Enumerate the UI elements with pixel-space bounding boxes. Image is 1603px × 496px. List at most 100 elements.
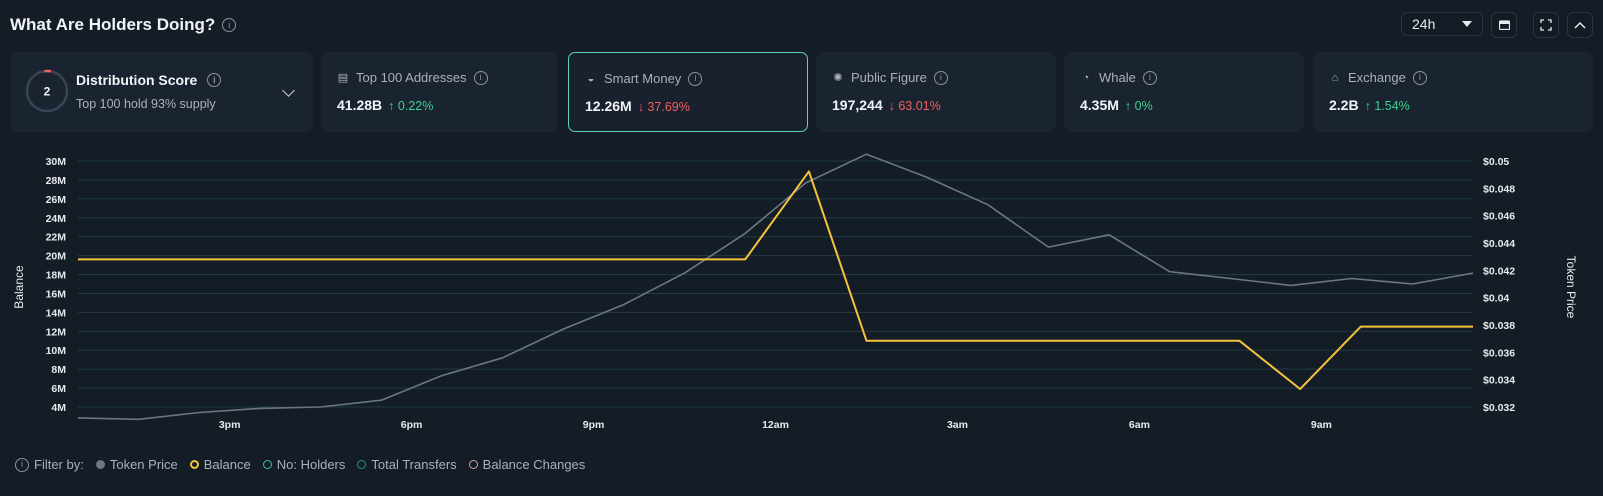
x-axis-ticks: 3pm 6pm 9pm 12am 3am 6am 9am xyxy=(219,419,1332,431)
distribution-title-text: Distribution Score xyxy=(76,72,198,88)
left-tick-label: 24M xyxy=(46,213,67,225)
info-icon[interactable]: i xyxy=(1412,70,1427,85)
change-down: ↓ 37.69% xyxy=(637,100,690,114)
card-exchange[interactable]: ⌂ Exchange i 2.2B ↑ 1.54% xyxy=(1313,52,1593,132)
wallet-icon: ▤ xyxy=(337,71,349,84)
legend-label: Balance xyxy=(203,457,251,472)
card-label: Smart Money xyxy=(604,71,682,86)
series-line-balance[interactable] xyxy=(78,170,1473,390)
legend-item-balance-changes[interactable]: Balance Changes xyxy=(468,457,586,472)
info-icon[interactable]: i xyxy=(222,18,237,32)
distribution-score-value: 2 xyxy=(44,85,51,99)
legend-item-total-transfers[interactable]: Total Transfers xyxy=(357,457,457,472)
smart-money-icon: ◒ xyxy=(587,72,595,85)
info-icon[interactable]: i xyxy=(933,70,948,85)
chevron-down-icon[interactable] xyxy=(282,84,295,97)
legend-item-balance[interactable]: Balance xyxy=(189,457,251,472)
collapse-button[interactable] xyxy=(1567,12,1593,38)
right-axis-ticks: $0.032 $0.034 $0.036 $0.038 $0.04 $0.042 $0.04… xyxy=(1483,156,1515,414)
x-tick-label: 6pm xyxy=(401,419,423,431)
card-whale[interactable]: ◔ Whale i 4.35M ↑ 0% xyxy=(1064,52,1304,132)
right-axis-title: Token Price xyxy=(1564,256,1578,319)
card-change: 0.22% xyxy=(397,99,434,113)
card-value: 41.28B xyxy=(337,97,383,113)
left-tick-label: 20M xyxy=(46,251,67,263)
left-axis-ticks: 4M 6M 8M 10M 12M 14M 16M 18M 20M 22M 24M 26M 28M 30M xyxy=(46,156,67,414)
right-tick-label: $0.038 xyxy=(1483,320,1515,332)
card-label: Top 100 Addresses xyxy=(356,70,467,85)
page-title: What Are Holders Doing? xyxy=(10,15,216,34)
calendar-icon xyxy=(1498,20,1510,30)
left-tick-label: 22M xyxy=(46,232,67,244)
legend-dot xyxy=(189,460,199,469)
caret-down-icon xyxy=(1462,21,1472,27)
card-label: Exchange xyxy=(1348,70,1406,85)
left-tick-label: 28M xyxy=(46,175,67,187)
info-icon[interactable]: i xyxy=(688,71,703,86)
right-tick-label: $0.046 xyxy=(1483,211,1515,223)
card-change: 37.69% xyxy=(647,100,690,114)
x-tick-label: 9am xyxy=(1311,419,1332,431)
card-value: 12.26M xyxy=(585,98,632,114)
left-tick-label: 26M xyxy=(46,194,67,206)
right-tick-label: $0.036 xyxy=(1483,347,1515,359)
public-figure-icon: ✺ xyxy=(833,71,843,84)
bank-icon: ⌂ xyxy=(1331,71,1339,84)
left-tick-label: 30M xyxy=(46,156,67,168)
legend-item-token-price[interactable]: Token Price xyxy=(95,457,178,472)
page-header: What Are Holders Doing? i xyxy=(10,12,237,38)
info-icon[interactable]: i xyxy=(1142,70,1157,85)
card-label: Public Figure xyxy=(851,70,927,85)
x-tick-label: 3pm xyxy=(219,419,241,431)
left-axis-title: Balance xyxy=(12,265,26,309)
left-tick-label: 6M xyxy=(51,383,66,395)
chart-series xyxy=(77,153,1474,421)
left-tick-label: 8M xyxy=(51,364,66,376)
right-tick-label: $0.044 xyxy=(1483,238,1515,250)
distribution-score-card[interactable]: 2 Distribution Score i Top 100 hold 93% … xyxy=(10,52,313,132)
x-tick-label: 9pm xyxy=(583,419,605,431)
left-tick-label: 12M xyxy=(46,326,67,338)
info-icon[interactable]: i xyxy=(473,70,488,85)
header-controls: 24h xyxy=(1401,12,1593,38)
info-icon[interactable]: i xyxy=(207,73,222,87)
change-up: ↑ 0.22% xyxy=(388,99,434,113)
distribution-subtitle: Top 100 hold 93% supply xyxy=(76,97,216,111)
time-range-label: 24h xyxy=(1412,16,1436,32)
x-tick-label: 12am xyxy=(762,419,789,431)
card-public-figure[interactable]: ✺ Public Figure i 197,244 ↓ 63.01% xyxy=(816,52,1056,132)
series-line-token-price[interactable] xyxy=(77,153,1474,421)
info-icon[interactable]: i xyxy=(15,457,29,472)
left-tick-label: 10M xyxy=(46,345,67,357)
right-tick-label: $0.042 xyxy=(1483,265,1515,277)
change-down: ↓ 63.01% xyxy=(888,99,941,113)
legend-label: Balance Changes xyxy=(482,457,586,472)
distribution-title: Distribution Score i xyxy=(76,72,222,88)
card-value: 4.35M xyxy=(1080,97,1119,113)
card-smart-money[interactable]: ◒ Smart Money i 12.26M ↓ 37.69% xyxy=(568,52,808,132)
card-change: 1.54% xyxy=(1374,99,1410,113)
fullscreen-icon xyxy=(1540,19,1552,31)
right-tick-label: $0.05 xyxy=(1483,156,1509,168)
chart-legend: i Filter by: Token Price Balance No: Hol… xyxy=(15,457,597,472)
calendar-button[interactable] xyxy=(1491,12,1517,38)
x-tick-label: 3am xyxy=(947,419,968,431)
holders-chart: 4M6M8M10M12M14M16M18M20M22M24M26M28M30M … xyxy=(12,153,1578,431)
fullscreen-button[interactable] xyxy=(1533,12,1559,38)
card-top-100-addresses[interactable]: ▤ Top 100 Addresses i 41.28B ↑ 0.22% xyxy=(321,52,558,132)
x-tick-label: 6am xyxy=(1129,419,1150,431)
right-tick-label: $0.048 xyxy=(1483,183,1515,195)
legend-label: Token Price xyxy=(109,457,178,472)
chart-grid xyxy=(78,160,1473,408)
legend-dot xyxy=(468,460,478,469)
right-tick-label: $0.034 xyxy=(1483,375,1515,387)
card-label: Whale xyxy=(1099,70,1136,85)
legend-item-no-holders[interactable]: No: Holders xyxy=(262,457,346,472)
card-change: 63.01% xyxy=(898,99,941,113)
time-range-dropdown[interactable]: 24h xyxy=(1401,12,1483,36)
legend-dot xyxy=(95,460,105,469)
whale-icon: ◔ xyxy=(1082,71,1090,84)
legend-label: No: Holders xyxy=(276,457,346,472)
legend-dot xyxy=(262,460,272,469)
holder-cards: 2 Distribution Score i Top 100 hold 93% … xyxy=(10,52,1593,132)
